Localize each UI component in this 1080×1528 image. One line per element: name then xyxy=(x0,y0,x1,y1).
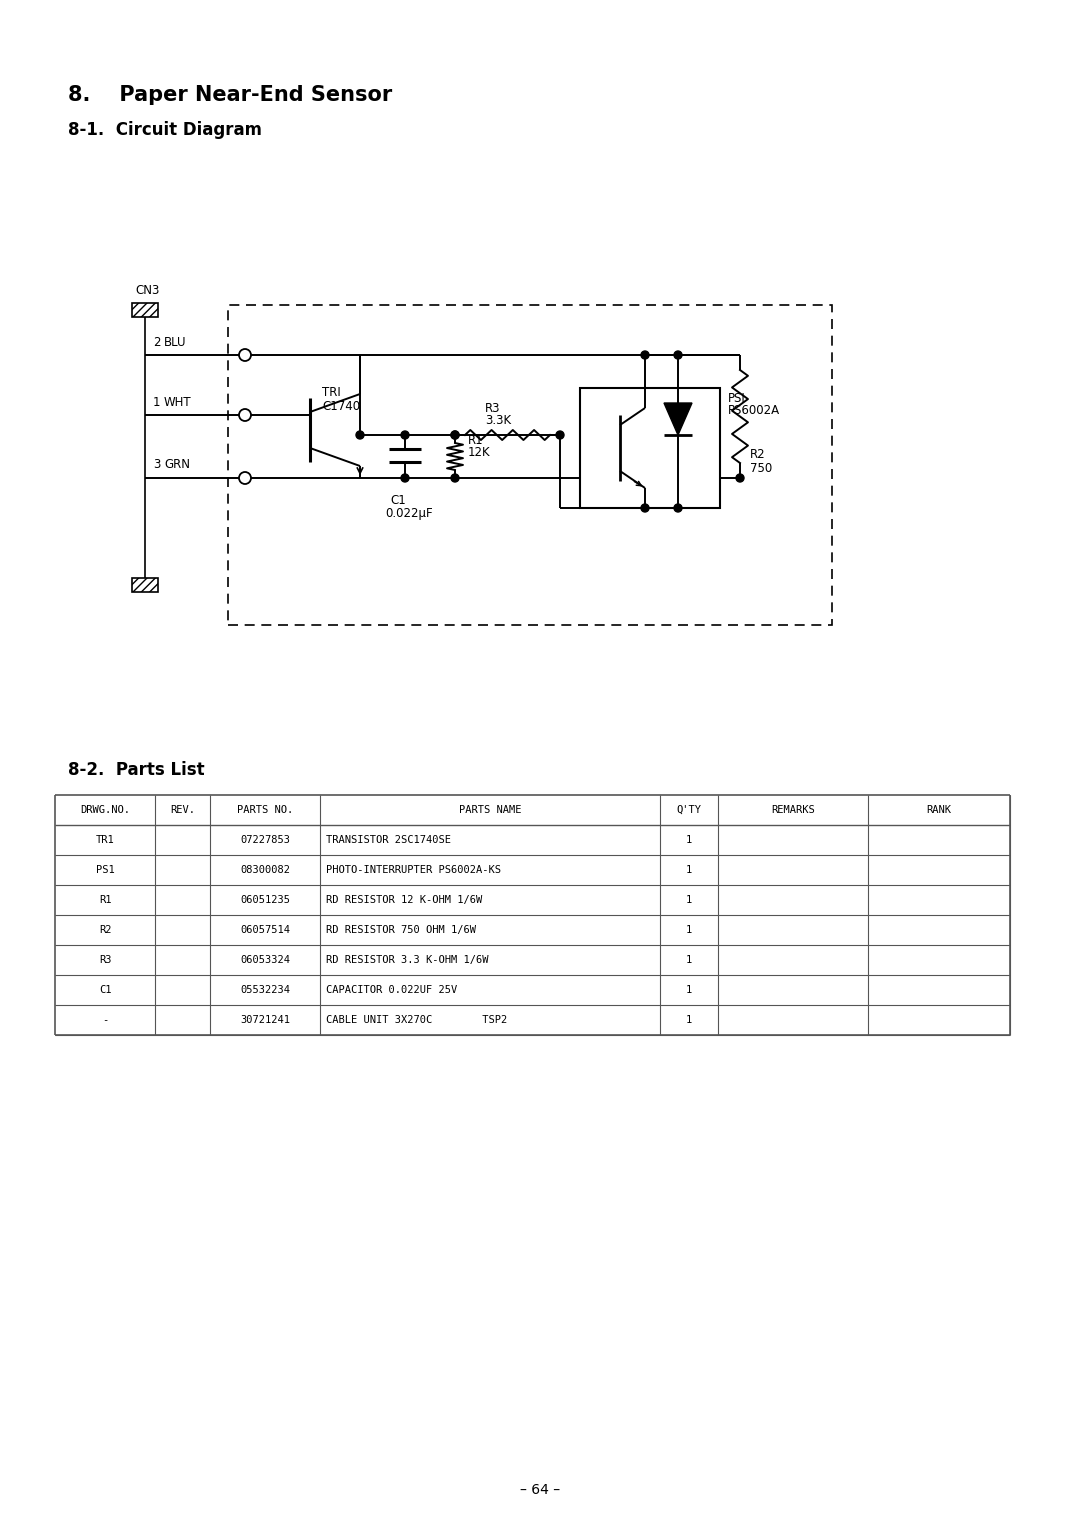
Bar xyxy=(132,578,158,591)
Text: Q'TY: Q'TY xyxy=(676,805,702,814)
Circle shape xyxy=(451,474,459,481)
Text: RD RESISTOR 12 K-OHM 1/6W: RD RESISTOR 12 K-OHM 1/6W xyxy=(326,895,483,905)
Text: TRANSISTOR 2SC1740SE: TRANSISTOR 2SC1740SE xyxy=(326,834,451,845)
Bar xyxy=(580,388,720,507)
Text: R3: R3 xyxy=(98,955,111,966)
Text: CABLE UNIT 3X270C        TSP2: CABLE UNIT 3X270C TSP2 xyxy=(326,1015,508,1025)
Circle shape xyxy=(401,431,409,439)
Circle shape xyxy=(642,351,649,359)
Text: 1: 1 xyxy=(686,924,692,935)
Text: TRI: TRI xyxy=(322,387,341,399)
Text: 06051235: 06051235 xyxy=(240,895,291,905)
Text: 2: 2 xyxy=(153,336,161,348)
Circle shape xyxy=(239,410,251,422)
Text: RD RESISTOR 750 OHM 1/6W: RD RESISTOR 750 OHM 1/6W xyxy=(326,924,476,935)
Text: 8.    Paper Near-End Sensor: 8. Paper Near-End Sensor xyxy=(68,86,392,105)
Text: 30721241: 30721241 xyxy=(240,1015,291,1025)
Circle shape xyxy=(239,472,251,484)
Text: 12K: 12K xyxy=(468,446,490,460)
Text: 1: 1 xyxy=(153,396,161,408)
Text: PS1: PS1 xyxy=(96,865,114,876)
Text: 06057514: 06057514 xyxy=(240,924,291,935)
Text: 1: 1 xyxy=(686,1015,692,1025)
Text: 1: 1 xyxy=(686,865,692,876)
Text: R1: R1 xyxy=(98,895,111,905)
Text: 05532234: 05532234 xyxy=(240,986,291,995)
Text: PHOTO-INTERRUPTER PS6002A-KS: PHOTO-INTERRUPTER PS6002A-KS xyxy=(326,865,501,876)
Text: GRN: GRN xyxy=(164,458,190,472)
Text: R2: R2 xyxy=(98,924,111,935)
Text: REMARKS: REMARKS xyxy=(771,805,815,814)
Text: C1: C1 xyxy=(98,986,111,995)
Text: 1: 1 xyxy=(686,895,692,905)
Circle shape xyxy=(642,504,649,512)
Circle shape xyxy=(401,474,409,481)
Circle shape xyxy=(356,431,364,439)
Text: 8-1.  Circuit Diagram: 8-1. Circuit Diagram xyxy=(68,121,262,139)
Text: WHT: WHT xyxy=(164,396,191,408)
Circle shape xyxy=(556,431,564,439)
Text: BLU: BLU xyxy=(164,336,187,348)
Text: R1: R1 xyxy=(468,434,484,446)
Text: – 64 –: – 64 – xyxy=(519,1484,561,1497)
Bar xyxy=(228,306,832,625)
Text: 06053324: 06053324 xyxy=(240,955,291,966)
Circle shape xyxy=(674,351,681,359)
Text: 1: 1 xyxy=(686,986,692,995)
Text: 8-2.  Parts List: 8-2. Parts List xyxy=(68,761,204,779)
Text: 3: 3 xyxy=(153,458,160,472)
Text: 1: 1 xyxy=(686,834,692,845)
Circle shape xyxy=(735,474,744,481)
Text: CN3: CN3 xyxy=(135,284,160,296)
Polygon shape xyxy=(664,403,692,435)
Text: RANK: RANK xyxy=(927,805,951,814)
Text: PSI: PSI xyxy=(728,391,746,405)
Text: DRWG.NO.: DRWG.NO. xyxy=(80,805,130,814)
Text: 0.022μF: 0.022μF xyxy=(384,506,433,520)
Text: 750: 750 xyxy=(750,461,772,475)
Text: CAPACITOR 0.022UF 25V: CAPACITOR 0.022UF 25V xyxy=(326,986,457,995)
Circle shape xyxy=(451,431,459,439)
Text: C1740: C1740 xyxy=(322,399,360,413)
Text: -: - xyxy=(102,1015,108,1025)
Text: RD RESISTOR 3.3 K-OHM 1/6W: RD RESISTOR 3.3 K-OHM 1/6W xyxy=(326,955,488,966)
Text: PARTS NAME: PARTS NAME xyxy=(459,805,522,814)
Circle shape xyxy=(451,431,459,439)
Text: REV.: REV. xyxy=(170,805,195,814)
Text: R2: R2 xyxy=(750,449,766,461)
Text: 07227853: 07227853 xyxy=(240,834,291,845)
Circle shape xyxy=(239,348,251,361)
Text: 3.3K: 3.3K xyxy=(485,414,511,426)
Circle shape xyxy=(674,504,681,512)
Text: 08300082: 08300082 xyxy=(240,865,291,876)
Text: C1: C1 xyxy=(390,494,406,506)
Bar xyxy=(132,303,158,316)
Text: PARTS NO.: PARTS NO. xyxy=(237,805,293,814)
Text: 1: 1 xyxy=(686,955,692,966)
Text: TR1: TR1 xyxy=(96,834,114,845)
Text: R3: R3 xyxy=(485,402,500,414)
Text: PS6002A: PS6002A xyxy=(728,405,780,417)
